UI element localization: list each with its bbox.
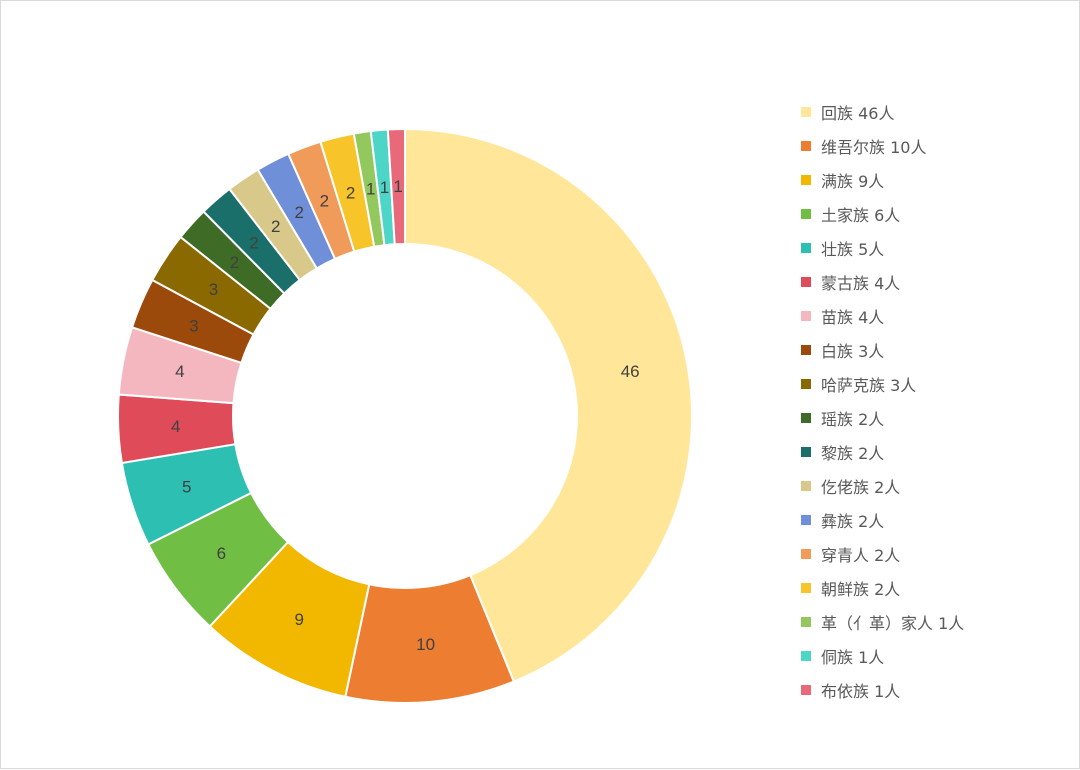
slice-value-label: 1 [380,178,389,197]
slice-value-label: 2 [230,253,239,272]
legend-swatch [801,209,811,219]
legend-swatch [801,447,811,457]
legend-item: 彝族 2人 [801,503,1071,537]
slice-value-label: 10 [416,635,435,654]
legend-swatch [801,651,811,661]
legend-swatch [801,617,811,627]
slice-value-label: 1 [366,180,375,199]
legend-item: 白族 3人 [801,333,1071,367]
legend-swatch [801,311,811,321]
legend-swatch [801,685,811,695]
legend-swatch [801,243,811,253]
legend-swatch [801,481,811,491]
slice-value-label: 4 [171,417,180,436]
legend-label: 苗族 4人 [821,308,885,327]
legend-label: 革（亻革）家人 1人 [821,614,965,633]
donut-slice [386,127,406,246]
slice-value-label: 2 [271,217,280,236]
legend-item: 侗族 1人 [801,639,1071,673]
legend-swatch [801,413,811,423]
legend-swatch [801,515,811,525]
legend-swatch [801,141,811,151]
legend-swatch [801,277,811,287]
legend-label: 回族 46人 [821,104,895,123]
legend-item: 革（亻革）家人 1人 [801,605,1071,639]
slice-value-label: 46 [621,362,640,381]
slice-value-label: 4 [175,362,184,381]
legend-label: 维吾尔族 10人 [821,138,927,157]
legend-swatch [801,549,811,559]
legend-item: 布依族 1人 [801,673,1071,707]
donut-slice [404,127,693,683]
legend-item: 回族 46人 [801,95,1071,129]
legend-label: 仡佬族 2人 [821,478,901,497]
legend-label: 黎族 2人 [821,444,885,463]
legend-item: 苗族 4人 [801,299,1071,333]
legend-item: 满族 9人 [801,163,1071,197]
slice-value-label: 2 [249,234,258,253]
legend-label: 彝族 2人 [821,512,885,531]
legend-swatch [801,379,811,389]
legend-item: 哈萨克族 3人 [801,367,1071,401]
legend-label: 土家族 6人 [821,206,901,225]
legend-label: 侗族 1人 [821,648,885,667]
donut-slices [117,127,693,704]
slice-value-label: 3 [209,280,218,299]
slice-value-label: 2 [346,184,355,203]
legend-label: 朝鲜族 2人 [821,580,901,599]
legend-item: 土家族 6人 [801,197,1071,231]
legend-item: 朝鲜族 2人 [801,571,1071,605]
legend-swatch [801,107,811,117]
legend-item: 壮族 5人 [801,231,1071,265]
legend-label: 满族 9人 [821,172,885,191]
legend-item: 瑶族 2人 [801,401,1071,435]
legend-label: 哈萨克族 3人 [821,376,917,395]
legend-item: 黎族 2人 [801,435,1071,469]
slice-value-label: 1 [393,177,402,196]
slice-value-label: 5 [182,477,191,496]
legend-item: 维吾尔族 10人 [801,129,1071,163]
legend-label: 白族 3人 [821,342,885,361]
slice-value-label: 3 [189,316,198,335]
legend-label: 布依族 1人 [821,682,901,701]
legend-label: 壮族 5人 [821,240,885,259]
legend: 回族 46人维吾尔族 10人 满族 9人土家族 6人 壮族 5人蒙古族 4人 苗族 4… [801,95,1071,707]
legend-label: 蒙古族 4人 [821,274,901,293]
legend-swatch [801,345,811,355]
legend-item: 仡佬族 2人 [801,469,1071,503]
slice-value-label: 6 [217,544,226,563]
legend-label: 穿青人 2人 [821,546,901,565]
legend-item: 穿青人 2人 [801,537,1071,571]
slice-value-label: 2 [320,192,329,211]
slice-value-label: 2 [295,203,304,222]
legend-label: 瑶族 2人 [821,410,885,429]
legend-swatch [801,583,811,593]
legend-swatch [801,175,811,185]
slice-value-label: 9 [295,610,304,629]
legend-item: 蒙古族 4人 [801,265,1071,299]
